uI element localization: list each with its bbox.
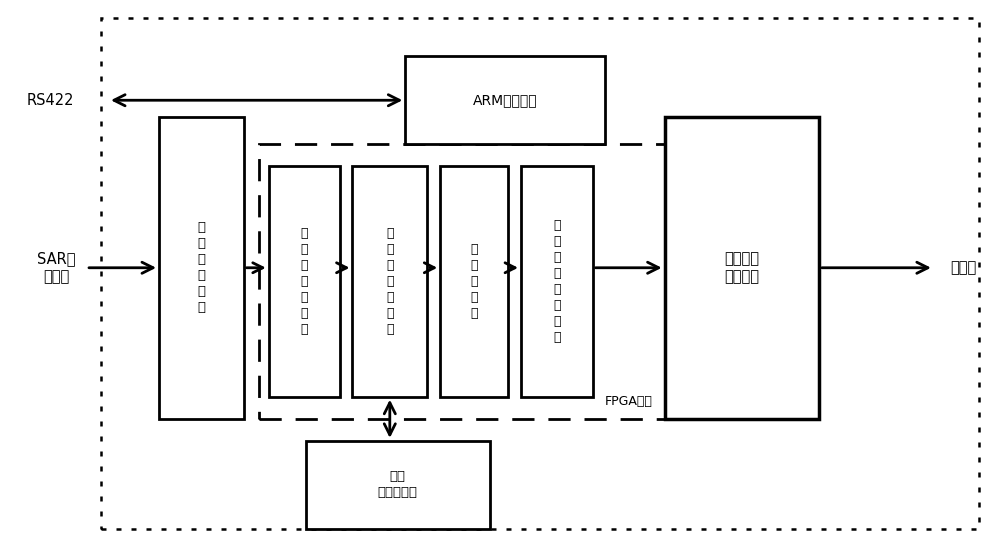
- Bar: [269, 166, 340, 397]
- Bar: [352, 166, 427, 397]
- Bar: [306, 440, 490, 529]
- Text: SAR图
像数据: SAR图 像数据: [37, 251, 75, 285]
- Bar: [405, 56, 605, 144]
- Text: 格
式
转
换
单
元: 格 式 转 换 单 元: [197, 221, 205, 314]
- Text: 输
入
帧
缓
存
单
元: 输 入 帧 缓 存 单 元: [301, 227, 308, 336]
- Bar: [159, 116, 244, 419]
- Text: ARM通信单元: ARM通信单元: [473, 93, 537, 107]
- Text: 帧
缓
存
控
制
单
元: 帧 缓 存 控 制 单 元: [386, 227, 394, 336]
- Bar: [440, 166, 508, 397]
- Text: FPGA芯片: FPGA芯片: [605, 395, 653, 408]
- Text: 预
处
理
单
元: 预 处 理 单 元: [470, 243, 478, 320]
- Bar: [101, 18, 979, 529]
- Text: 视频图像
显示单元: 视频图像 显示单元: [724, 251, 759, 285]
- Text: 显示器: 显示器: [951, 260, 977, 275]
- Bar: [521, 166, 593, 397]
- Text: 图像
帧缓存单元: 图像 帧缓存单元: [378, 470, 418, 499]
- Bar: [665, 116, 819, 419]
- Text: RS422: RS422: [26, 93, 74, 108]
- Bar: [259, 144, 692, 419]
- Text: 视
频
数
据
整
合
单
元: 视 频 数 据 整 合 单 元: [553, 219, 561, 344]
